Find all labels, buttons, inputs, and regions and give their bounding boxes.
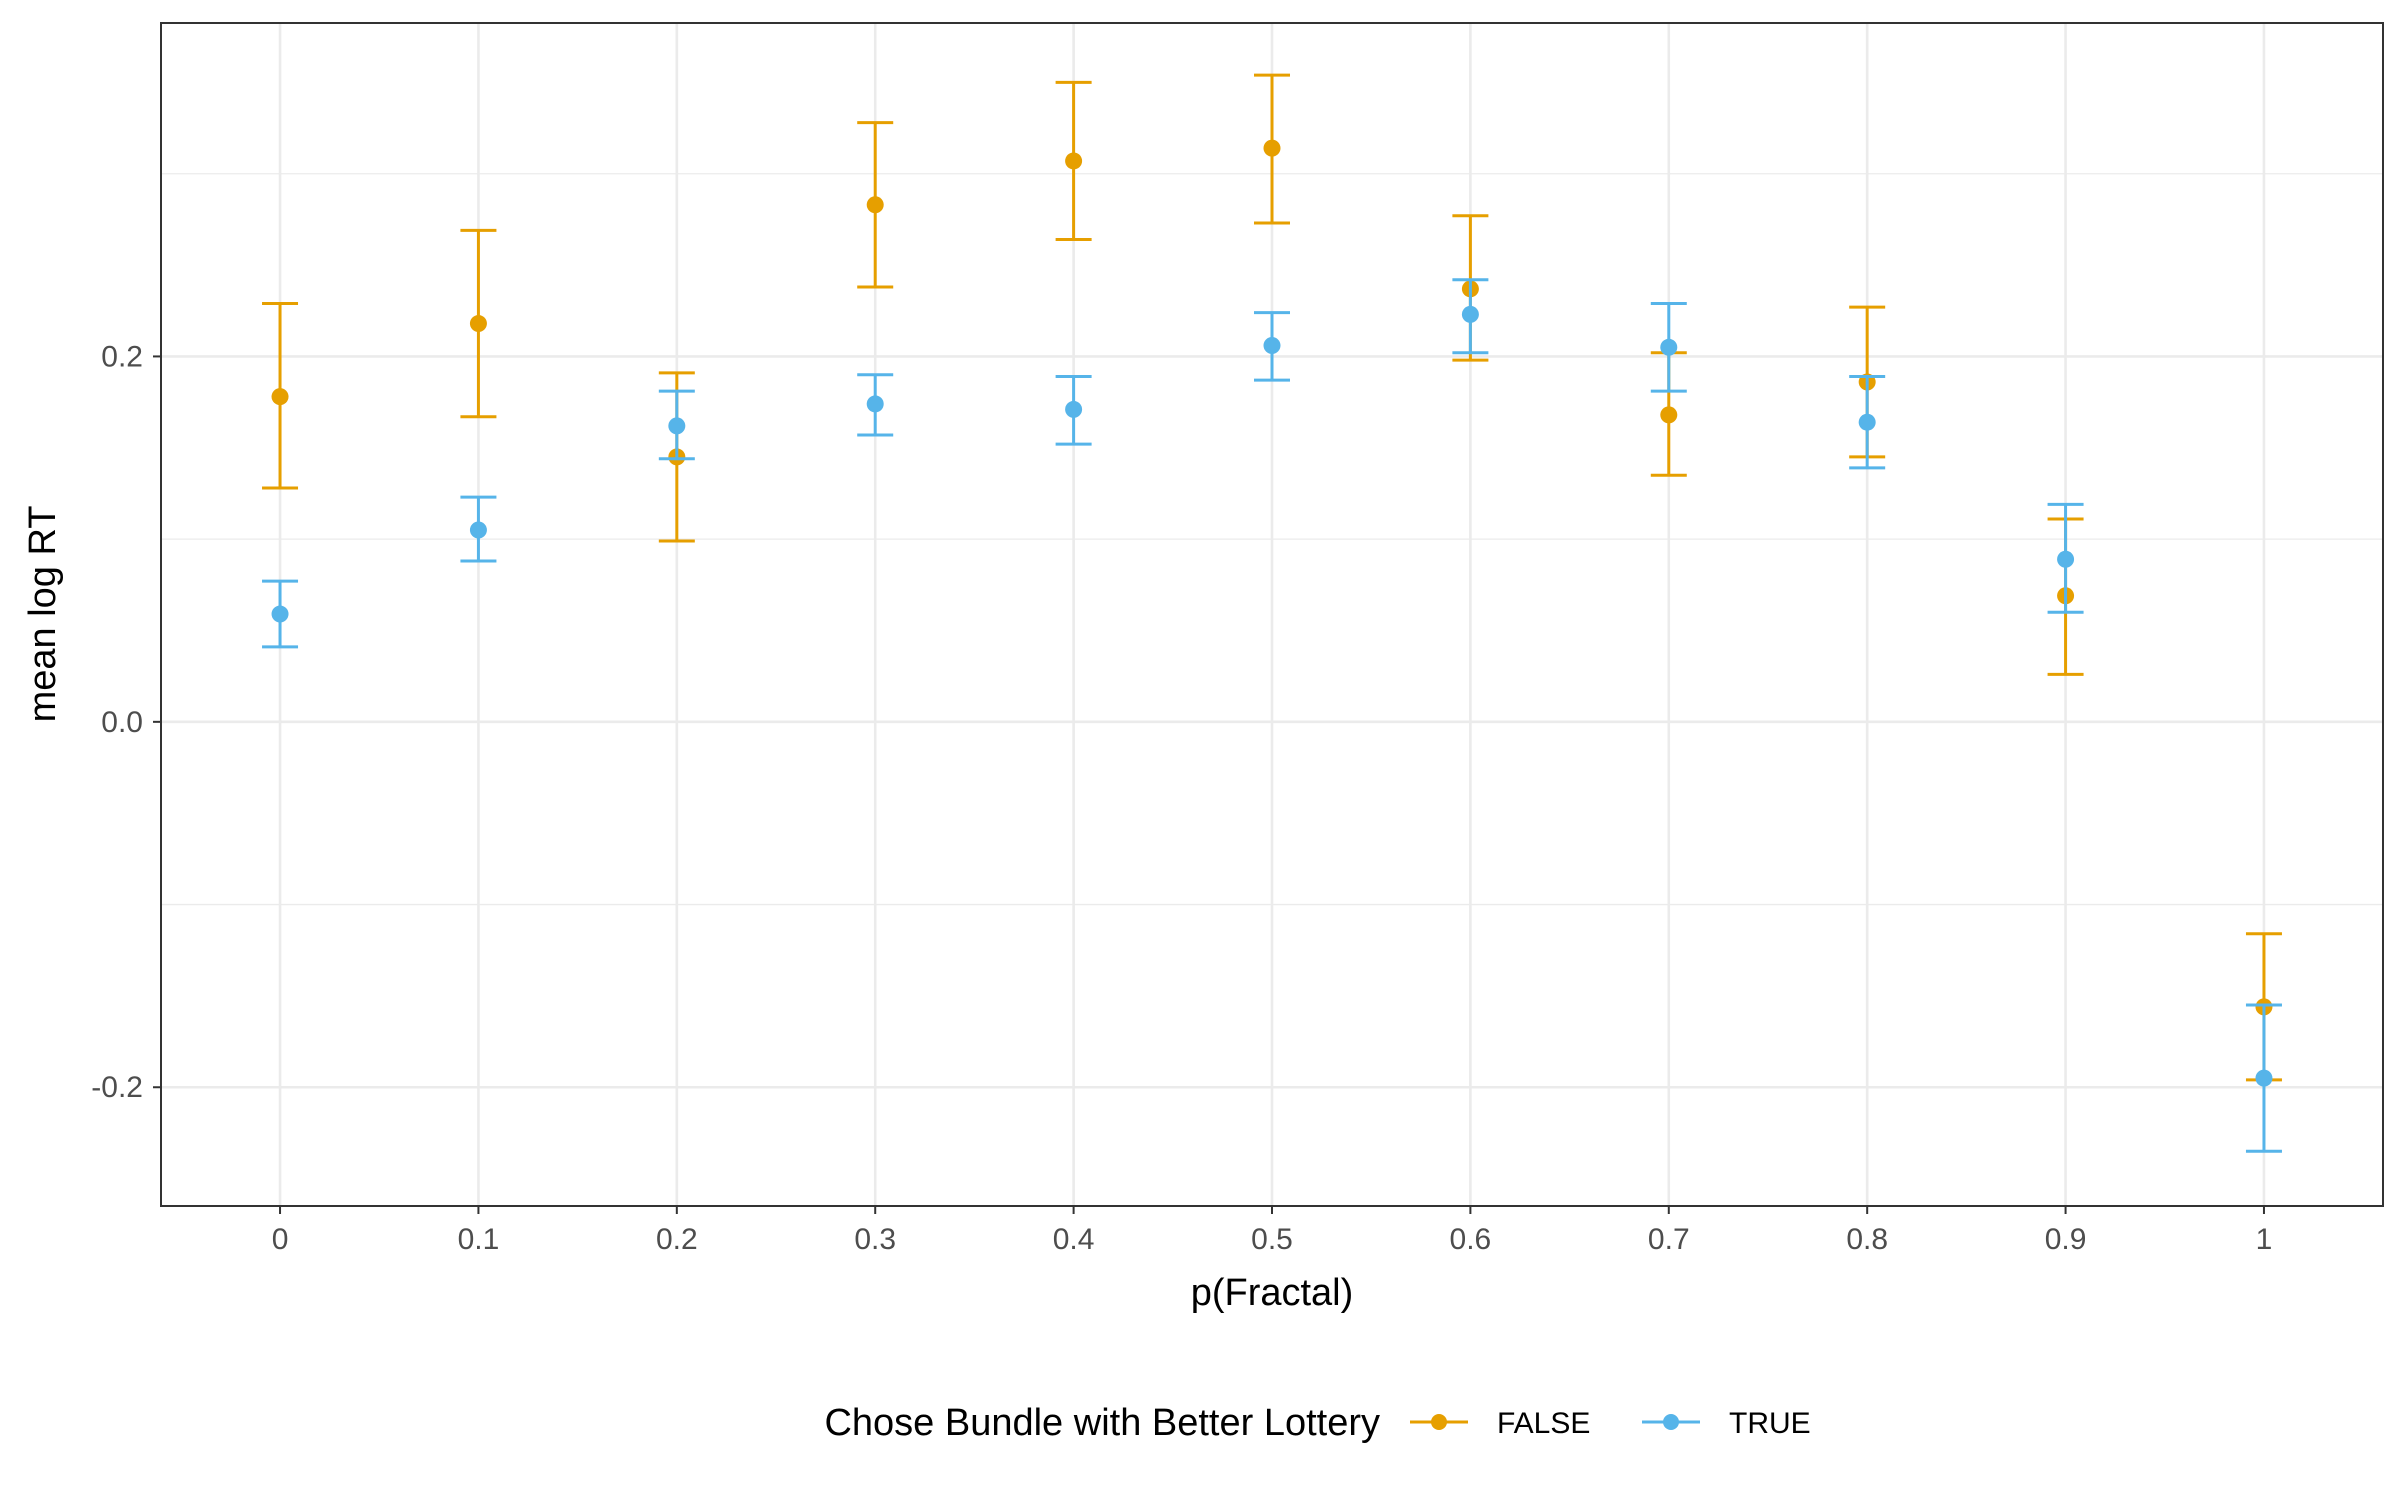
y-axis-title: mean log RT xyxy=(22,506,64,723)
series-layer xyxy=(262,73,2282,1153)
point-true xyxy=(1065,400,1083,418)
point-false xyxy=(1263,139,1281,157)
point-true xyxy=(2255,1069,2273,1087)
x-tick-label: 0 xyxy=(272,1223,289,1256)
legend-label-false: FALSE xyxy=(1497,1407,1590,1440)
x-tick-label: 0.2 xyxy=(656,1223,698,1256)
y-tick-label: 0.2 xyxy=(101,340,143,373)
point-false xyxy=(271,388,289,406)
legend: Chose Bundle with Better Lottery FALSE T… xyxy=(824,1402,1810,1444)
legend-item-true: TRUE xyxy=(1642,1407,1811,1440)
y-tick-label: 0.0 xyxy=(101,706,143,739)
x-tick-label: 1 xyxy=(2256,1223,2273,1256)
point-true xyxy=(1461,305,1479,323)
legend-key-point-true xyxy=(1663,1414,1679,1430)
point-false xyxy=(469,315,487,333)
x-axis: 0 0.1 0.2 0.3 0.4 0.5 0.6 0.7 0.8 0.9 1 xyxy=(272,1206,2273,1256)
y-axis: -0.2 0.0 0.2 xyxy=(91,340,161,1104)
x-tick-label: 0.1 xyxy=(458,1223,500,1256)
point-true xyxy=(1660,338,1678,356)
x-tick-label: 0.8 xyxy=(1846,1223,1888,1256)
x-tick-label: 0.5 xyxy=(1251,1223,1293,1256)
grid-major xyxy=(161,23,2383,1206)
legend-title: Chose Bundle with Better Lottery xyxy=(824,1402,1380,1444)
point-false xyxy=(1065,152,1083,170)
x-tick-label: 0.3 xyxy=(854,1223,896,1256)
x-tick-label: 0.4 xyxy=(1053,1223,1095,1256)
y-tick-label: -0.2 xyxy=(91,1071,143,1104)
x-axis-title: p(Fractal) xyxy=(1191,1272,1354,1314)
point-true xyxy=(469,521,487,539)
point-false xyxy=(1660,406,1678,424)
point-true xyxy=(1263,336,1281,354)
point-false xyxy=(866,196,884,214)
series-true xyxy=(262,278,2282,1153)
point-true xyxy=(866,395,884,413)
point-true xyxy=(1858,413,1876,431)
legend-key-point-false xyxy=(1431,1414,1447,1430)
point-true xyxy=(668,417,686,435)
legend-item-false: FALSE xyxy=(1410,1407,1590,1440)
x-tick-label: 0.9 xyxy=(2045,1223,2087,1256)
x-tick-label: 0.7 xyxy=(1648,1223,1690,1256)
x-tick-label: 0.6 xyxy=(1450,1223,1492,1256)
legend-label-true: TRUE xyxy=(1729,1407,1811,1440)
point-true xyxy=(271,605,289,623)
point-true xyxy=(2057,550,2075,568)
